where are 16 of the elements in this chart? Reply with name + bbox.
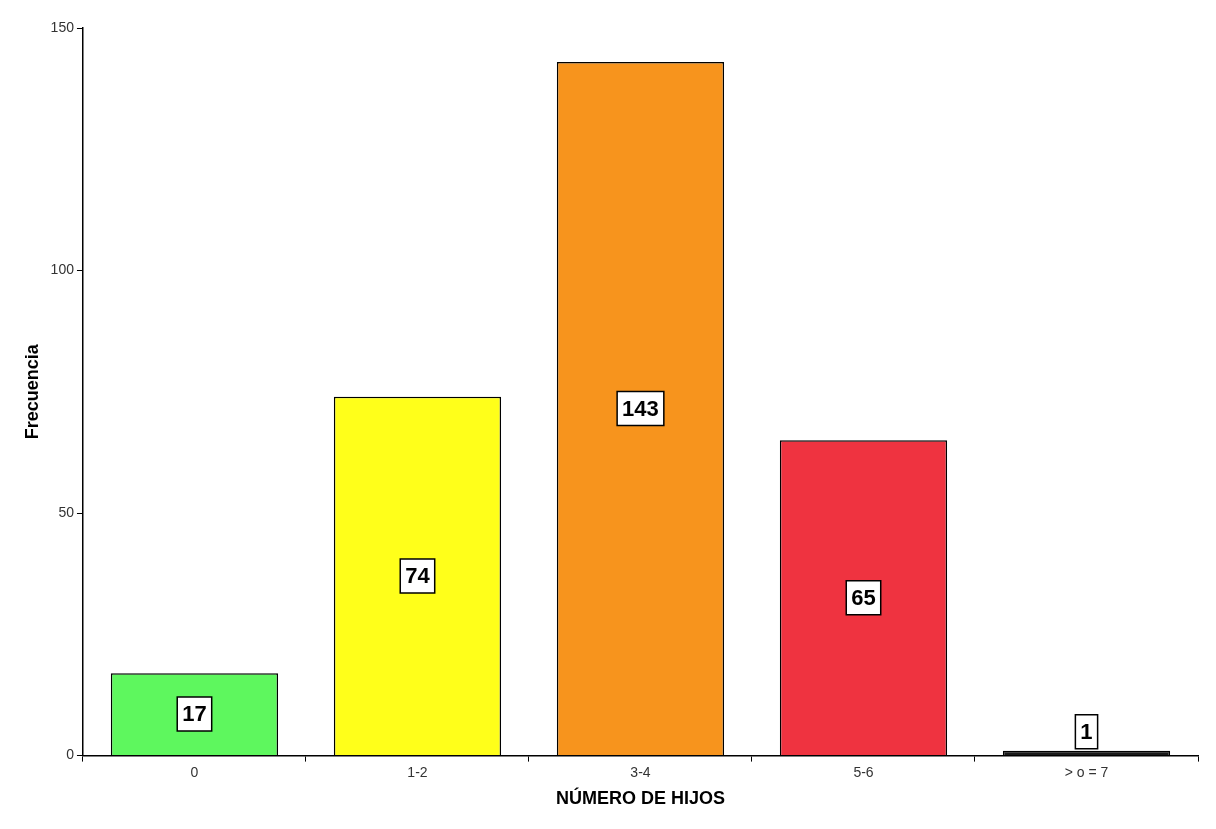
data-label: 17 (182, 701, 207, 727)
y-tick-label: 50 (58, 503, 75, 520)
x-tick-label: 5-6 (853, 763, 874, 780)
y-tick-label: 100 (50, 261, 75, 278)
y-axis-title: Frecuencia (21, 343, 42, 440)
x-tick-label: 1-2 (407, 763, 428, 780)
data-label: 74 (405, 562, 431, 588)
data-label: 65 (851, 584, 876, 610)
data-label: 1 (1080, 718, 1093, 744)
y-tick-label: 150 (50, 18, 75, 35)
x-axis-title: NÚMERO DE HIJOS (555, 787, 725, 809)
data-label: 143 (622, 395, 659, 421)
x-tick-label: 3-4 (630, 763, 651, 780)
y-tick-label: 0 (66, 746, 75, 763)
x-tick-label: > o = 7 (1064, 763, 1109, 780)
x-tick-label: 0 (190, 763, 199, 780)
